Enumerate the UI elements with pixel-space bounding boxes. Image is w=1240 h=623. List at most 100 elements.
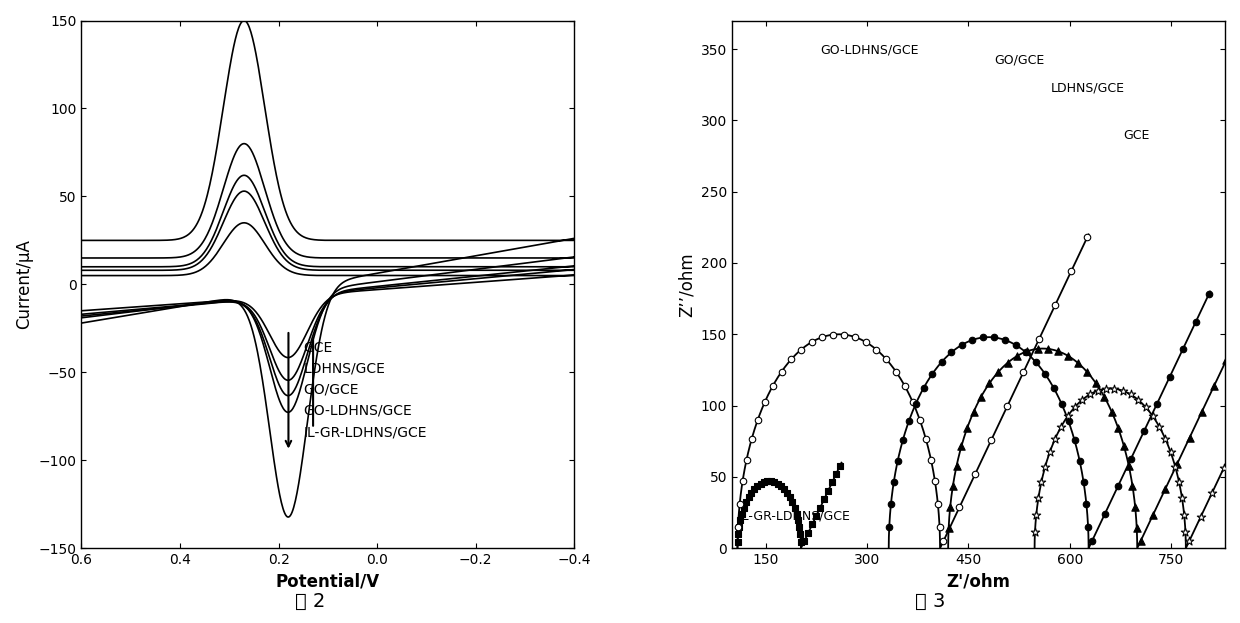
Point: [997, 401, 1017, 411]
Point: [1035, 462, 1055, 472]
Point: [755, 397, 775, 407]
Point: [923, 369, 942, 379]
Point: [1122, 481, 1142, 491]
Text: LDHNS/GCE: LDHNS/GCE: [304, 362, 386, 376]
Point: [754, 477, 774, 487]
Point: [1078, 232, 1097, 242]
Point: [1136, 402, 1156, 412]
Point: [1029, 333, 1049, 343]
Text: GO-LDHNS/GCE: GO-LDHNS/GCE: [820, 43, 919, 56]
Point: [934, 536, 954, 546]
Point: [1229, 330, 1240, 340]
Point: [1216, 355, 1236, 365]
Point: [980, 378, 999, 388]
Point: [777, 488, 797, 498]
Point: [1007, 351, 1027, 361]
Point: [1065, 435, 1085, 445]
Point: [1087, 386, 1107, 396]
Point: [1190, 512, 1210, 522]
Point: [1204, 381, 1224, 391]
Point: [744, 484, 764, 494]
Point: [1101, 407, 1121, 417]
Point: [1156, 434, 1176, 444]
Text: GO-LDHNS/GCE: GO-LDHNS/GCE: [304, 404, 412, 418]
Point: [1078, 367, 1097, 377]
Point: [748, 481, 768, 491]
Point: [1143, 510, 1163, 520]
Point: [785, 503, 805, 513]
Point: [1058, 351, 1078, 361]
Point: [728, 530, 748, 540]
Point: [1149, 422, 1169, 432]
Point: [1038, 344, 1058, 354]
Point: [761, 477, 781, 487]
Point: [998, 358, 1018, 368]
Point: [888, 456, 908, 466]
Point: [880, 500, 900, 510]
Point: [856, 337, 875, 347]
Point: [742, 434, 761, 444]
Point: [1025, 357, 1045, 367]
Point: [774, 484, 794, 494]
X-axis label: Z'/ohm: Z'/ohm: [946, 573, 1011, 591]
Text: LDHNS/GCE: LDHNS/GCE: [1050, 82, 1125, 95]
Text: GCE: GCE: [1123, 129, 1149, 142]
Point: [952, 340, 972, 350]
Point: [786, 509, 806, 519]
Point: [893, 435, 913, 445]
Point: [1156, 485, 1176, 495]
Point: [737, 455, 756, 465]
Point: [1086, 378, 1106, 388]
Point: [910, 415, 930, 425]
Point: [1147, 399, 1167, 409]
Point: [994, 335, 1014, 345]
Point: [1127, 523, 1147, 533]
Point: [966, 468, 986, 478]
Point: [1166, 462, 1185, 472]
Point: [1045, 434, 1065, 444]
Point: [730, 515, 750, 525]
Point: [730, 499, 750, 509]
Point: [1052, 399, 1071, 409]
Point: [733, 477, 753, 487]
Point: [1096, 384, 1116, 394]
Point: [916, 434, 936, 444]
Point: [750, 478, 770, 488]
Point: [739, 492, 759, 502]
Text: GO/GCE: GO/GCE: [304, 383, 358, 397]
Y-axis label: Current/μA: Current/μA: [15, 239, 33, 330]
Point: [748, 415, 768, 425]
Point: [728, 522, 748, 532]
Point: [930, 522, 950, 532]
Point: [1167, 459, 1187, 468]
Point: [925, 477, 945, 487]
Point: [1169, 477, 1189, 487]
Point: [835, 330, 854, 340]
Point: [1203, 488, 1223, 498]
Point: [1032, 477, 1052, 487]
Point: [921, 455, 941, 465]
Point: [801, 337, 821, 347]
Point: [758, 477, 777, 487]
Point: [1214, 464, 1234, 473]
Point: [1044, 383, 1064, 393]
Point: [818, 486, 838, 496]
Point: [957, 423, 977, 433]
Point: [946, 460, 966, 470]
Point: [734, 503, 754, 513]
Point: [1118, 460, 1138, 470]
Point: [1094, 392, 1114, 402]
Point: [823, 330, 843, 340]
Text: IL-GR-LDHNS/GCE: IL-GR-LDHNS/GCE: [304, 425, 427, 439]
Point: [1006, 340, 1025, 350]
Point: [1109, 423, 1128, 433]
Point: [1045, 300, 1065, 310]
Y-axis label: Z’’/ohm: Z’’/ohm: [677, 252, 696, 316]
Point: [802, 520, 822, 530]
Point: [981, 435, 1001, 445]
Point: [1058, 411, 1078, 421]
Point: [737, 497, 756, 507]
Point: [1143, 411, 1163, 421]
Point: [1173, 344, 1193, 354]
Point: [780, 492, 800, 502]
